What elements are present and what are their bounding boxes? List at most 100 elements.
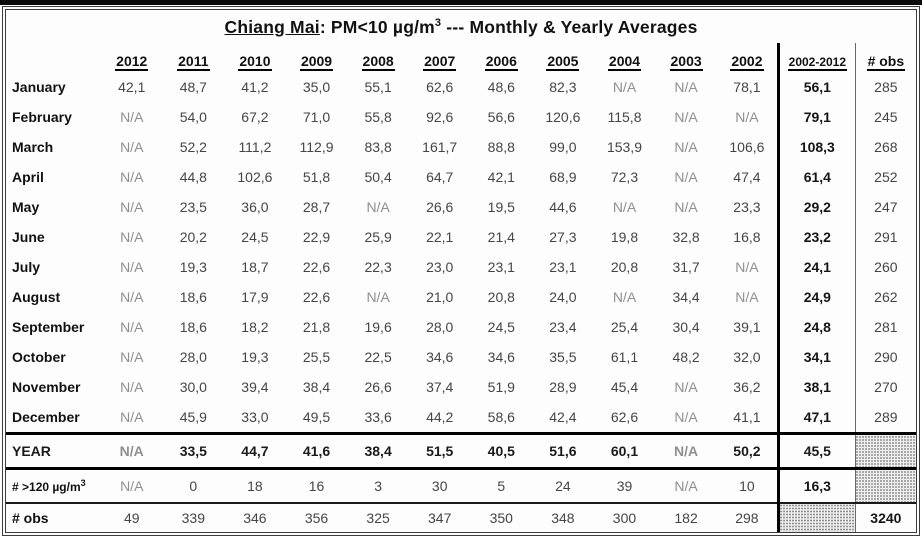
value-cell: 41,6 bbox=[285, 432, 348, 469]
value-cell: 22,3 bbox=[364, 259, 392, 275]
column-header: 2002 bbox=[717, 43, 779, 72]
value-cell: N/A bbox=[612, 79, 637, 95]
value-cell: 245 bbox=[854, 102, 916, 132]
value-cell: 71,0 bbox=[302, 109, 331, 125]
row-label: January bbox=[12, 79, 66, 95]
table-row-120-g-m: # >120 µg/m3 N/A 0 18 16 3 30 5 24 39 N/A 10 16,3 bbox=[6, 467, 916, 503]
value-cell: 50,4 bbox=[364, 169, 392, 185]
value-cell: N/A bbox=[100, 432, 163, 469]
column-header-label: 2007 bbox=[423, 53, 457, 71]
value-cell: 22,6 bbox=[302, 259, 331, 275]
value-cell: 48,2 bbox=[672, 349, 700, 365]
hatched-cell bbox=[776, 502, 856, 532]
value-cell: 21,8 bbox=[302, 319, 331, 335]
value-cell: 48,6 bbox=[487, 79, 515, 95]
value-cell: 30 bbox=[408, 467, 471, 503]
title-city: Chiang Mai bbox=[224, 17, 320, 37]
value-cell: 0 bbox=[162, 467, 225, 503]
value-cell: 262 bbox=[854, 282, 916, 312]
value-cell: 44,2 bbox=[426, 409, 454, 425]
value-cell: 348 bbox=[532, 502, 594, 532]
value-cell: 17,9 bbox=[241, 289, 269, 305]
value-cell: 182 bbox=[655, 502, 717, 532]
value-cell: 44,7 bbox=[224, 432, 286, 469]
value-cell: 20,8 bbox=[487, 289, 515, 305]
value-cell: 51,9 bbox=[487, 379, 515, 395]
value-cell: 99,0 bbox=[549, 139, 577, 155]
value-cell: N/A bbox=[674, 79, 698, 95]
value-cell: N/A bbox=[674, 199, 698, 215]
value-cell: N/A bbox=[655, 467, 717, 503]
value-cell: 34,6 bbox=[487, 349, 515, 365]
value-cell: 45,9 bbox=[179, 409, 207, 425]
value-cell: 58,6 bbox=[487, 409, 515, 425]
value-cell: 27,3 bbox=[549, 229, 577, 245]
row-label: May bbox=[12, 199, 40, 215]
value-cell: 24,5 bbox=[241, 229, 269, 245]
title-measure: : PM<10 µg/m bbox=[319, 17, 435, 37]
value-cell: 289 bbox=[854, 402, 916, 434]
value-cell: N/A bbox=[674, 139, 698, 155]
table-body: January 42,1 48,7 41,2 35,0 55,1 62,6 48,6 82,3 N… bbox=[6, 72, 916, 532]
table-row-september: September N/A 18,6 18,2 21,8 19,6 28,0 24,5 23,4… bbox=[6, 312, 916, 342]
table-row-december: December N/A 45,9 33,0 49,5 33,6 44,2 58,6 42,4 6… bbox=[6, 402, 916, 434]
value-cell: 44,6 bbox=[549, 199, 577, 215]
value-cell: 161,7 bbox=[422, 139, 458, 155]
column-header: 2003 bbox=[655, 43, 717, 72]
value-cell: 18,2 bbox=[241, 319, 269, 335]
row-label: August bbox=[12, 289, 61, 305]
row-label: # >120 µg/m3 bbox=[6, 467, 101, 503]
top-border-bar bbox=[0, 0, 922, 5]
value-cell: 55,1 bbox=[364, 79, 392, 95]
column-header-label: 2006 bbox=[484, 53, 518, 71]
value-cell: 56,1 bbox=[776, 72, 856, 102]
value-cell: 83,8 bbox=[364, 139, 392, 155]
table-row-november: November N/A 30,0 39,4 38,4 26,6 37,4 51,9 28,9 4… bbox=[6, 372, 916, 402]
value-cell: 21,0 bbox=[426, 289, 454, 305]
value-cell: 18 bbox=[224, 467, 286, 503]
value-cell: 44,8 bbox=[179, 169, 207, 185]
value-cell: 60,1 bbox=[593, 432, 656, 469]
value-cell: 115,8 bbox=[607, 109, 642, 125]
column-header-label: # obs bbox=[866, 53, 906, 71]
value-cell: 153,9 bbox=[606, 139, 642, 155]
row-label: December bbox=[12, 409, 80, 425]
value-cell: 106,6 bbox=[729, 139, 765, 155]
column-header: 2006 bbox=[471, 43, 533, 72]
column-header-label: 2009 bbox=[299, 53, 334, 71]
column-header: 2004 bbox=[594, 43, 656, 72]
value-cell: N/A bbox=[120, 229, 144, 245]
table-row-obs: # obs 49 339 346 356 325 347 350 348 300 182 298 324… bbox=[6, 502, 916, 532]
value-cell: N/A bbox=[735, 109, 759, 125]
value-cell: 3240 bbox=[854, 502, 916, 532]
value-cell: 19,6 bbox=[364, 319, 392, 335]
value-cell: 62,6 bbox=[610, 409, 639, 425]
column-header-label: 2010 bbox=[238, 53, 272, 71]
value-cell: 39 bbox=[593, 467, 656, 503]
value-cell: 23,2 bbox=[776, 222, 856, 252]
value-cell: 339 bbox=[162, 502, 225, 532]
value-cell: 55,8 bbox=[364, 109, 392, 125]
value-cell: 38,1 bbox=[776, 372, 856, 402]
row-label: # obs bbox=[6, 502, 101, 532]
value-cell: 49,5 bbox=[302, 409, 331, 425]
value-cell: N/A bbox=[120, 139, 144, 155]
value-cell: N/A bbox=[100, 467, 163, 503]
value-cell: 61,4 bbox=[776, 162, 856, 192]
value-cell: 112,9 bbox=[299, 139, 334, 155]
column-header-label: 2004 bbox=[607, 53, 642, 71]
value-cell: N/A bbox=[612, 199, 637, 215]
averages-table: 2012 2011 2010 2009 2008 2007 2006 2005 2004 2003… bbox=[6, 43, 916, 532]
value-cell: 270 bbox=[854, 372, 916, 402]
value-cell: 252 bbox=[854, 162, 916, 192]
value-cell: 28,7 bbox=[302, 199, 331, 215]
value-cell: 22,1 bbox=[426, 229, 454, 245]
value-cell: 88,8 bbox=[487, 139, 515, 155]
column-header: 2009 bbox=[286, 43, 348, 72]
table-row-august: August N/A 18,6 17,9 22,6 N/A 21,0 20,8 24,0 N/A 3… bbox=[6, 282, 916, 312]
value-cell: 291 bbox=[854, 222, 916, 252]
value-cell: 22,9 bbox=[302, 229, 331, 245]
value-cell: 346 bbox=[224, 502, 286, 532]
row-label: November bbox=[12, 379, 81, 395]
value-cell: 50,2 bbox=[716, 432, 779, 469]
